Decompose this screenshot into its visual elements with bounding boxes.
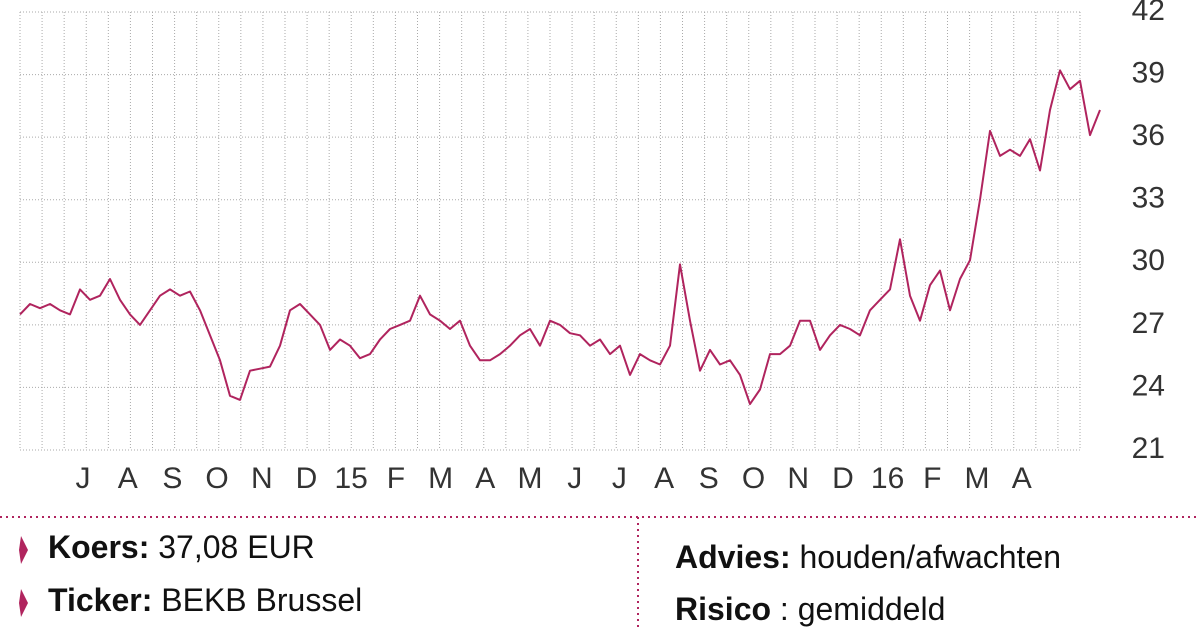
info-value: : gemiddeld <box>780 591 945 627</box>
info-label: Koers: <box>48 529 149 565</box>
price-line <box>19 69 1101 406</box>
info-row: Advies: houden/afwachten <box>675 539 1061 575</box>
x-tick-label: A <box>654 462 674 495</box>
x-tick-label: 15 <box>335 462 368 495</box>
info-value: BEKB Brussel <box>161 582 362 618</box>
info-row: Ticker: BEKB Brussel <box>48 582 362 618</box>
x-tick-label: O <box>205 462 228 495</box>
x-tick-label: S <box>699 462 719 495</box>
x-tick-label: N <box>251 462 273 495</box>
x-tick-label: A <box>118 462 138 495</box>
x-tick-label: J <box>567 462 582 495</box>
y-tick-label: 39 <box>1132 56 1165 89</box>
bullet <box>19 589 28 617</box>
x-tick-label: A <box>475 462 495 495</box>
x-tick-label: D <box>296 462 318 495</box>
x-tick-label: F <box>923 462 941 495</box>
info-row: Koers: 37,08 EUR <box>48 529 315 565</box>
y-tick-label: 21 <box>1132 432 1165 465</box>
info-label: Advies: <box>675 539 791 575</box>
y-tick-label: 42 <box>1132 0 1165 27</box>
x-tick-label: S <box>162 462 182 495</box>
info-row: Risico : gemiddeld <box>675 591 945 627</box>
info-value: 37,08 EUR <box>158 529 315 565</box>
x-tick-label: A <box>1012 462 1032 495</box>
x-tick-label: J <box>76 462 91 495</box>
x-tick-label: O <box>742 462 765 495</box>
x-tick-label: F <box>387 462 405 495</box>
x-tick-label: M <box>965 462 990 495</box>
y-tick-label: 30 <box>1132 244 1165 277</box>
y-tick-label: 27 <box>1132 307 1165 340</box>
y-tick-label: 36 <box>1132 119 1165 152</box>
x-tick-label: N <box>787 462 809 495</box>
x-tick-label: J <box>612 462 627 495</box>
x-tick-label: M <box>428 462 453 495</box>
bullet <box>19 536 28 564</box>
info-label: Risico <box>675 591 771 627</box>
x-tick-label: M <box>518 462 543 495</box>
y-tick-label: 24 <box>1132 369 1165 402</box>
x-tick-label: 16 <box>871 462 904 495</box>
y-tick-label: 33 <box>1132 182 1165 215</box>
info-value: houden/afwachten <box>799 539 1061 575</box>
info-label: Ticker: <box>48 582 152 618</box>
x-tick-label: D <box>832 462 854 495</box>
